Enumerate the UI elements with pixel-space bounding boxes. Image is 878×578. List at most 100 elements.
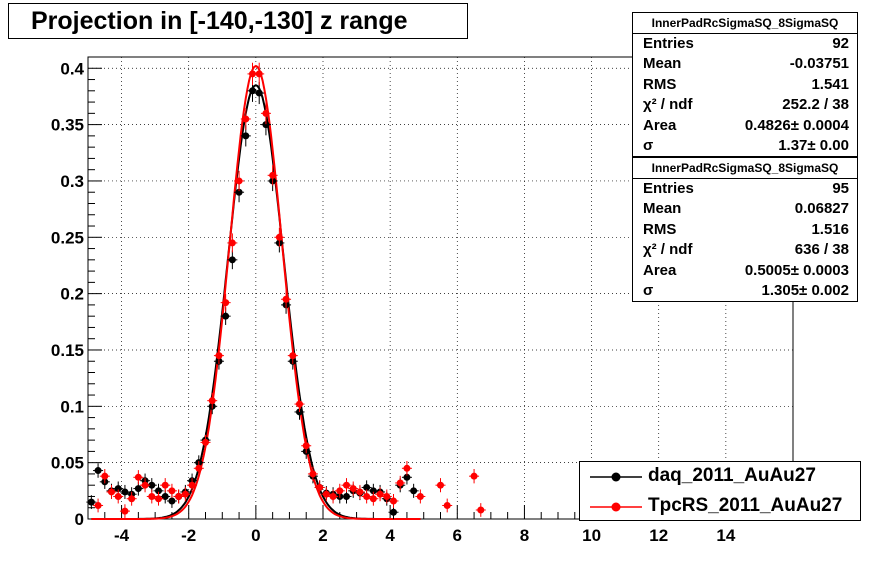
x-tick-label: 14 bbox=[716, 526, 735, 545]
y-tick-label: 0.15 bbox=[51, 341, 84, 360]
data-point-daq_2011_AuAu27 bbox=[410, 487, 418, 495]
stats-row-sigma: σ 1.37± 0.00 bbox=[643, 136, 849, 154]
data-point-TpcRS_2011_AuAu27 bbox=[134, 473, 142, 481]
data-point-TpcRS_2011_AuAu27 bbox=[329, 492, 337, 500]
data-point-TpcRS_2011_AuAu27 bbox=[376, 490, 384, 498]
stats-row-chi2: χ² / ndf 252.2 / 38 bbox=[643, 96, 849, 114]
data-point-daq_2011_AuAu27 bbox=[363, 483, 371, 491]
legend-marker-black-icon bbox=[590, 472, 642, 482]
legend-marker-red-icon bbox=[590, 502, 642, 512]
y-tick-label: 0.3 bbox=[60, 172, 84, 191]
data-point-TpcRS_2011_AuAu27 bbox=[343, 481, 350, 489]
data-point-daq_2011_AuAu27 bbox=[148, 481, 156, 489]
stats-row-area: Area 0.5005± 0.0003 bbox=[643, 261, 849, 279]
data-point-TpcRS_2011_AuAu27 bbox=[114, 492, 122, 500]
data-point-TpcRS_2011_AuAu27 bbox=[309, 470, 317, 478]
data-point-daq_2011_AuAu27 bbox=[262, 121, 270, 129]
stats-box-tpcrs: InnerPadRcSigmaSQ_8SigmaSQ Entries 95 Mea… bbox=[632, 157, 858, 303]
x-tick-label: 6 bbox=[453, 526, 462, 545]
data-point-TpcRS_2011_AuAu27 bbox=[128, 495, 136, 503]
stats-row-area: Area 0.4826± 0.0004 bbox=[643, 116, 849, 134]
stats-row-rms: RMS 1.516 bbox=[643, 220, 849, 238]
chart-title: Projection in [-140,-130] z range bbox=[8, 3, 468, 39]
y-tick-label: 0.05 bbox=[51, 454, 84, 473]
data-point-TpcRS_2011_AuAu27 bbox=[94, 501, 102, 509]
data-point-TpcRS_2011_AuAu27 bbox=[390, 497, 397, 505]
legend-entry-daq: daq_2011_AuAu27 bbox=[580, 462, 860, 492]
data-point-TpcRS_2011_AuAu27 bbox=[222, 299, 230, 307]
data-point-TpcRS_2011_AuAu27 bbox=[443, 501, 451, 509]
data-point-TpcRS_2011_AuAu27 bbox=[282, 295, 290, 303]
data-point-daq_2011_AuAu27 bbox=[369, 487, 377, 495]
y-tick-label: 0.1 bbox=[60, 397, 84, 416]
legend-label: daq_2011_AuAu27 bbox=[648, 465, 816, 486]
data-point-TpcRS_2011_AuAu27 bbox=[437, 481, 444, 489]
data-point-daq_2011_AuAu27 bbox=[255, 89, 263, 97]
stats-box-daq: InnerPadRcSigmaSQ_8SigmaSQ Entries 92 Mea… bbox=[632, 12, 858, 158]
x-tick-label: 4 bbox=[385, 526, 395, 545]
data-point-TpcRS_2011_AuAu27 bbox=[242, 115, 250, 123]
legend-label: TpcRS_2011_AuAu27 bbox=[648, 495, 843, 516]
data-point-TpcRS_2011_AuAu27 bbox=[316, 483, 324, 491]
data-point-TpcRS_2011_AuAu27 bbox=[155, 495, 162, 503]
y-tick-label: 0.35 bbox=[51, 116, 84, 135]
y-tick-label: 0.25 bbox=[51, 228, 84, 247]
x-tick-label: 0 bbox=[251, 526, 260, 545]
stats-box-header: InnerPadRcSigmaSQ_8SigmaSQ bbox=[633, 13, 857, 34]
data-point-daq_2011_AuAu27 bbox=[222, 312, 230, 320]
data-point-TpcRS_2011_AuAu27 bbox=[262, 109, 270, 117]
stats-row-mean: Mean -0.03751 bbox=[643, 55, 849, 73]
data-point-TpcRS_2011_AuAu27 bbox=[235, 177, 243, 185]
data-point-daq_2011_AuAu27 bbox=[134, 485, 142, 493]
data-point-TpcRS_2011_AuAu27 bbox=[396, 479, 404, 487]
data-point-TpcRS_2011_AuAu27 bbox=[195, 464, 203, 472]
x-tick-label: -4 bbox=[114, 526, 130, 545]
y-tick-label: 0.4 bbox=[60, 59, 84, 78]
data-point-TpcRS_2011_AuAu27 bbox=[101, 472, 109, 480]
data-point-TpcRS_2011_AuAu27 bbox=[249, 70, 256, 78]
data-point-TpcRS_2011_AuAu27 bbox=[255, 70, 263, 78]
stats-row-rms: RMS 1.541 bbox=[643, 75, 849, 93]
data-point-TpcRS_2011_AuAu27 bbox=[383, 492, 391, 500]
data-point-TpcRS_2011_AuAu27 bbox=[470, 472, 478, 480]
data-point-TpcRS_2011_AuAu27 bbox=[202, 438, 209, 446]
data-point-TpcRS_2011_AuAu27 bbox=[148, 492, 156, 500]
data-point-TpcRS_2011_AuAu27 bbox=[188, 481, 196, 489]
data-point-daq_2011_AuAu27 bbox=[343, 492, 350, 500]
data-point-TpcRS_2011_AuAu27 bbox=[215, 352, 223, 360]
data-point-daq_2011_AuAu27 bbox=[235, 188, 243, 196]
y-tick-label: 0.2 bbox=[60, 285, 84, 304]
stats-row-chi2: χ² / ndf 636 / 38 bbox=[643, 241, 849, 259]
data-point-TpcRS_2011_AuAu27 bbox=[403, 464, 411, 472]
data-point-daq_2011_AuAu27 bbox=[114, 485, 122, 493]
data-point-TpcRS_2011_AuAu27 bbox=[349, 485, 357, 493]
data-point-daq_2011_AuAu27 bbox=[228, 256, 236, 264]
data-point-TpcRS_2011_AuAu27 bbox=[161, 481, 169, 489]
x-tick-label: 2 bbox=[318, 526, 327, 545]
data-point-TpcRS_2011_AuAu27 bbox=[322, 490, 330, 498]
data-point-daq_2011_AuAu27 bbox=[87, 498, 95, 506]
stats-row-mean: Mean 0.06827 bbox=[643, 200, 849, 218]
data-point-TpcRS_2011_AuAu27 bbox=[416, 492, 424, 500]
legend-entry-tpcrs: TpcRS_2011_AuAu27 bbox=[580, 492, 860, 522]
data-point-daq_2011_AuAu27 bbox=[242, 132, 250, 140]
data-point-TpcRS_2011_AuAu27 bbox=[275, 233, 283, 241]
data-point-TpcRS_2011_AuAu27 bbox=[369, 495, 377, 503]
data-point-TpcRS_2011_AuAu27 bbox=[363, 492, 371, 500]
data-point-TpcRS_2011_AuAu27 bbox=[356, 488, 364, 496]
data-point-TpcRS_2011_AuAu27 bbox=[168, 487, 176, 495]
x-tick-label: -2 bbox=[181, 526, 196, 545]
data-point-TpcRS_2011_AuAu27 bbox=[228, 239, 236, 247]
data-point-TpcRS_2011_AuAu27 bbox=[181, 490, 189, 498]
data-point-daq_2011_AuAu27 bbox=[121, 488, 129, 496]
data-point-daq_2011_AuAu27 bbox=[161, 492, 169, 500]
data-point-TpcRS_2011_AuAu27 bbox=[141, 481, 149, 489]
stats-row-entries: Entries 95 bbox=[643, 180, 849, 197]
data-point-daq_2011_AuAu27 bbox=[403, 473, 411, 481]
data-point-TpcRS_2011_AuAu27 bbox=[175, 492, 183, 500]
x-tick-label: 8 bbox=[520, 526, 529, 545]
data-point-TpcRS_2011_AuAu27 bbox=[477, 506, 485, 514]
stats-row-sigma: σ 1.305± 0.002 bbox=[643, 281, 849, 299]
data-point-daq_2011_AuAu27 bbox=[168, 497, 176, 505]
